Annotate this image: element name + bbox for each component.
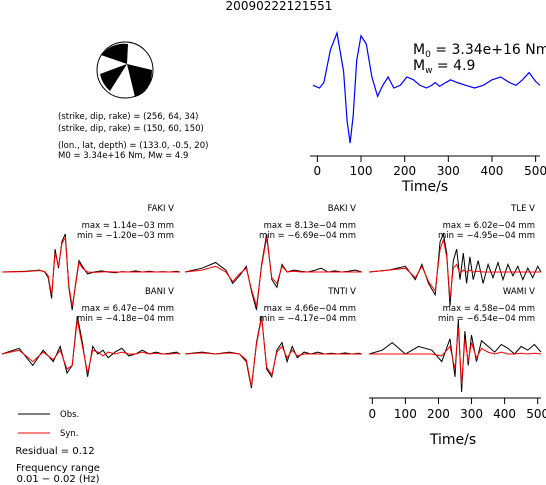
m0-annotation: M0 = 3.34e+16 Nm [413, 42, 546, 60]
station-max-amplitude: max = 8.13e−04 mm [264, 221, 356, 231]
synthetic-waveform [369, 327, 542, 385]
station-min-amplitude: min = −4.18e−04 mm [77, 314, 174, 324]
station-max-amplitude: max = 6.47e−04 mm [82, 304, 174, 314]
moment-rate-tick-label: 500 [524, 164, 546, 178]
observed-waveform [368, 319, 542, 393]
synthetic-waveform [1, 236, 180, 307]
moment-rate-tick-label: 200 [393, 164, 416, 178]
residual-text: Residual = 0.12 [15, 446, 94, 457]
synthetic-waveform [184, 237, 362, 307]
station-name: BANI V [145, 287, 174, 297]
synthetic-waveform [368, 237, 541, 299]
legend-obs-label: Obs. [60, 410, 79, 420]
waveform-tick-label: 300 [460, 407, 483, 421]
station-min-amplitude: min = −4.95e−04 mm [438, 231, 535, 241]
figure-title: 20090222121551 [226, 0, 333, 13]
moment-summary: M0 = 3.34e+16 Nm, Mw = 4.9 [58, 151, 188, 161]
waveform-tick-label: 0 [368, 407, 376, 421]
waveform-x-label: Time/s [429, 432, 476, 448]
source-location: (lon., lat, depth) = (133.0, -0.5, 20) [58, 141, 208, 151]
moment-rate-tick-label: 400 [481, 164, 504, 178]
station-min-amplitude: min = −6.54e−04 mm [438, 314, 535, 324]
station-name: TNTI V [327, 287, 356, 297]
nodal-plane-2: (strike, dip, rake) = (150, 60, 150) [58, 124, 204, 134]
moment-rate-panel: 0 100 200 300 400 500 M0 = 3.34e+16 Nm Mw = 4… [310, 30, 546, 195]
station-name: WAMI V [503, 287, 535, 297]
waveform-x-ticks: 0 100 200 300 400 500 [368, 398, 546, 421]
station-max-amplitude: max = 6.02e−04 mm [443, 221, 535, 231]
moment-rate-tick-label: 100 [350, 164, 373, 178]
station-max-amplitude: max = 4.66e−04 mm [264, 304, 356, 314]
waveform-tick-label: 100 [394, 407, 417, 421]
nodal-plane-1: (strike, dip, rake) = (256, 64, 34) [58, 112, 198, 122]
synthetic-waveform [1, 319, 181, 374]
waveform-tick-label: 500 [526, 407, 546, 421]
mw-annotation: Mw = 4.9 [413, 58, 475, 76]
station-max-amplitude: max = 1.14e−03 mm [82, 221, 174, 231]
moment-rate-tick-label: 300 [437, 164, 460, 178]
frequency-range-title: Frequency range [16, 463, 100, 474]
station-min-amplitude: min = −1.20e−03 mm [77, 231, 174, 241]
station-min-amplitude: min = −4.17e−04 mm [259, 314, 356, 324]
observed-waveform [1, 315, 181, 377]
moment-rate-x-ticks: 0 100 200 300 400 500 [314, 156, 546, 178]
station-name: BAKI V [328, 204, 356, 214]
legend: Obs. Syn. [18, 410, 79, 439]
focal-mechanism-beachball [96, 41, 154, 99]
observed-waveform [184, 315, 363, 389]
moment-rate-curve [312, 30, 541, 144]
frequency-range-value: 0.01 − 0.02 (Hz) [16, 474, 99, 485]
legend-syn-label: Syn. [60, 429, 79, 439]
waveform-x-axis: 0 100 200 300 400 500 Time/s [368, 397, 546, 448]
synthetic-waveform [184, 317, 362, 387]
station-name: TLE V [510, 204, 535, 214]
observed-waveform [368, 232, 542, 307]
moment-rate-x-label: Time/s [401, 179, 448, 195]
station-min-amplitude: min = −6.69e−04 mm [259, 231, 356, 241]
waveform-tick-label: 400 [493, 407, 516, 421]
station-name: FAKI V [147, 204, 174, 214]
station-max-amplitude: max = 4.58e−04 mm [443, 304, 535, 314]
moment-rate-tick-label: 0 [314, 164, 322, 178]
waveform-tick-label: 200 [427, 407, 450, 421]
